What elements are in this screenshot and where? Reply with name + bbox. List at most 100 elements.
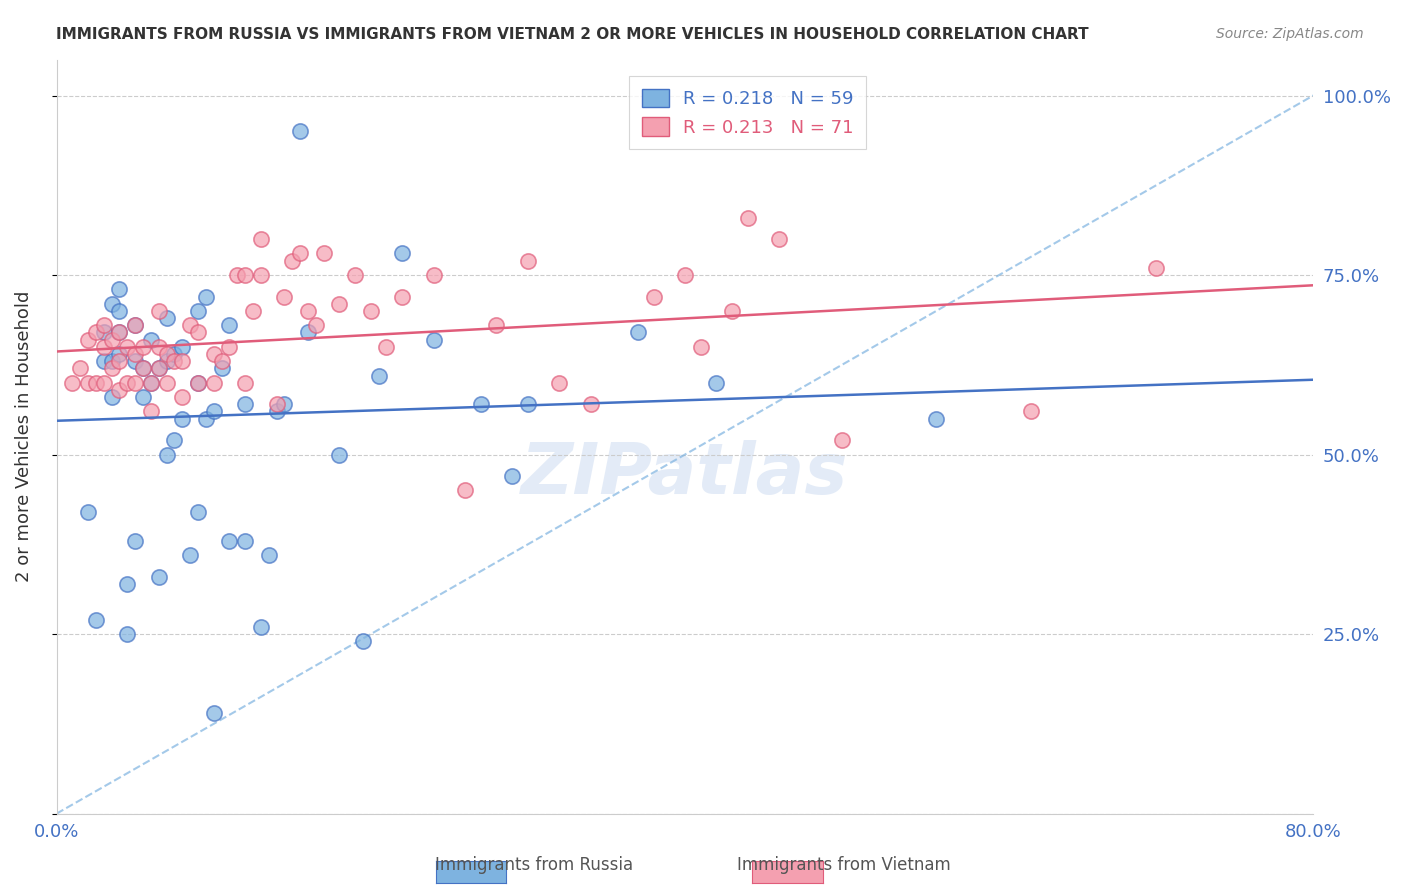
Point — [579, 397, 602, 411]
Point — [242, 304, 264, 318]
Point — [1019, 404, 1042, 418]
Point — [108, 354, 131, 368]
Text: IMMIGRANTS FROM RUSSIA VS IMMIGRANTS FROM VIETNAM 2 OR MORE VEHICLES IN HOUSEHOL: IMMIGRANTS FROM RUSSIA VS IMMIGRANTS FRO… — [56, 27, 1088, 42]
Point — [297, 304, 319, 318]
Point — [84, 613, 107, 627]
Point — [124, 533, 146, 548]
Point — [148, 361, 170, 376]
Point — [163, 347, 186, 361]
Point — [721, 304, 744, 318]
Point — [689, 340, 711, 354]
Point — [643, 289, 665, 303]
Point — [454, 483, 477, 498]
Point — [124, 318, 146, 333]
Point — [93, 354, 115, 368]
Point — [187, 304, 209, 318]
Point — [148, 340, 170, 354]
Point — [344, 268, 367, 282]
Point — [124, 318, 146, 333]
Text: ZIPatlas: ZIPatlas — [522, 440, 849, 508]
Point — [233, 397, 256, 411]
Point — [312, 246, 335, 260]
Point — [375, 340, 398, 354]
Point — [233, 376, 256, 390]
Y-axis label: 2 or more Vehicles in Household: 2 or more Vehicles in Household — [15, 291, 32, 582]
Point — [172, 411, 194, 425]
Point — [218, 318, 240, 333]
Point — [218, 533, 240, 548]
Point — [77, 333, 100, 347]
Point — [84, 326, 107, 340]
Point — [202, 376, 225, 390]
Point — [132, 361, 155, 376]
Point — [516, 253, 538, 268]
Point — [485, 318, 508, 333]
Point — [281, 253, 304, 268]
Point — [266, 404, 288, 418]
Point — [422, 268, 444, 282]
Point — [139, 376, 162, 390]
Point — [108, 383, 131, 397]
Point — [179, 318, 201, 333]
Point — [367, 368, 389, 383]
Point — [117, 627, 139, 641]
Point — [288, 246, 311, 260]
Point — [93, 318, 115, 333]
Point — [93, 376, 115, 390]
Point — [108, 347, 131, 361]
Point — [706, 376, 728, 390]
Point — [100, 354, 122, 368]
Point — [148, 569, 170, 583]
Point — [155, 311, 177, 326]
Point — [132, 340, 155, 354]
Point — [187, 376, 209, 390]
Point — [305, 318, 328, 333]
Point — [925, 411, 948, 425]
Text: Immigrants from Russia: Immigrants from Russia — [436, 856, 633, 874]
Point — [187, 326, 209, 340]
Point — [328, 448, 350, 462]
Point — [391, 289, 413, 303]
Point — [737, 211, 759, 225]
Point — [172, 390, 194, 404]
Point — [233, 533, 256, 548]
Point — [273, 397, 295, 411]
Point — [297, 326, 319, 340]
Point — [93, 326, 115, 340]
Point — [155, 347, 177, 361]
Point — [100, 297, 122, 311]
Point — [187, 376, 209, 390]
Point — [108, 326, 131, 340]
Point — [172, 340, 194, 354]
Point — [202, 347, 225, 361]
Text: Immigrants from Vietnam: Immigrants from Vietnam — [737, 856, 950, 874]
Point — [148, 304, 170, 318]
Point — [352, 634, 374, 648]
Point — [139, 376, 162, 390]
Point — [100, 361, 122, 376]
Point — [202, 706, 225, 720]
Point — [360, 304, 382, 318]
Point — [226, 268, 249, 282]
Point — [124, 376, 146, 390]
Point — [155, 354, 177, 368]
Point — [84, 376, 107, 390]
Point — [108, 304, 131, 318]
Point — [211, 361, 233, 376]
Point — [548, 376, 571, 390]
Point — [831, 433, 853, 447]
Point — [179, 548, 201, 562]
Point — [768, 232, 790, 246]
Point — [148, 361, 170, 376]
Point — [266, 397, 288, 411]
Point — [218, 340, 240, 354]
Point — [117, 376, 139, 390]
Point — [108, 326, 131, 340]
Point — [250, 268, 273, 282]
Point — [172, 354, 194, 368]
Point — [100, 390, 122, 404]
Point — [163, 433, 186, 447]
Point — [194, 289, 217, 303]
Point — [163, 354, 186, 368]
Point — [124, 354, 146, 368]
